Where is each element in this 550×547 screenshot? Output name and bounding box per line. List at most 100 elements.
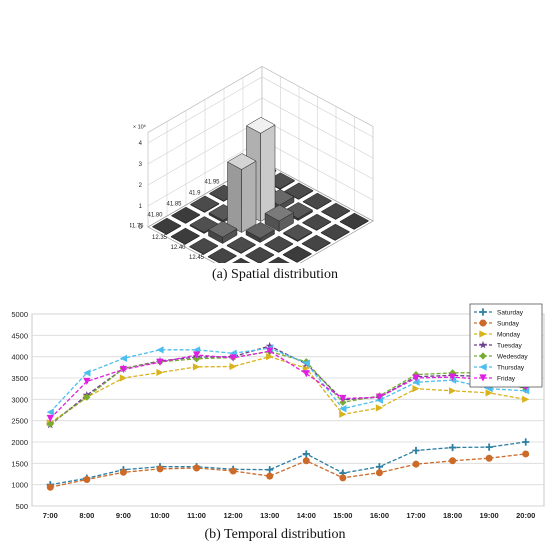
marker <box>83 476 91 484</box>
y-tick-label: 4500 <box>11 331 28 340</box>
marker <box>156 358 164 366</box>
marker <box>193 464 201 472</box>
lat-tick-label: 41.95 <box>204 180 220 186</box>
bar-cell <box>282 245 313 263</box>
marker <box>83 377 91 386</box>
marker <box>156 368 164 377</box>
z-tick-label: 1 <box>139 204 143 210</box>
z-tick-label: 0 <box>139 225 143 231</box>
bar-cell <box>282 224 313 242</box>
marker <box>479 308 487 316</box>
y-tick-label: 1500 <box>11 459 28 468</box>
marker <box>412 385 420 393</box>
legend-label: Monday <box>497 332 521 339</box>
x-tick-label: 13:00 <box>260 511 279 520</box>
lon-tick-label: 12.45 <box>189 255 205 261</box>
marker <box>479 330 487 338</box>
marker <box>479 363 487 371</box>
marker <box>119 374 128 382</box>
marker <box>266 472 274 480</box>
marker <box>448 369 457 377</box>
bar-cell <box>226 236 257 254</box>
bar-top <box>283 182 314 200</box>
marker <box>192 351 201 359</box>
x-tick-label: 11:00 <box>187 511 206 520</box>
bar-top <box>170 206 201 224</box>
marker <box>339 394 347 403</box>
marker <box>46 408 54 416</box>
marker <box>192 363 201 371</box>
bar-top <box>302 192 333 210</box>
bar-top <box>188 237 219 255</box>
x-tick-label: 19:00 <box>480 511 499 520</box>
marker <box>229 467 237 475</box>
bar-top <box>245 117 276 134</box>
marker <box>229 362 237 371</box>
marker <box>302 450 310 458</box>
y-tick-label: 3500 <box>11 374 28 383</box>
marker <box>46 483 54 491</box>
bar-top <box>189 216 220 233</box>
marker <box>266 466 274 474</box>
marker <box>522 450 530 458</box>
marker <box>448 443 457 452</box>
legend-label: Saturday <box>497 310 524 317</box>
x-tick-label: 15:00 <box>333 511 352 520</box>
bar-cell <box>301 213 332 231</box>
marker <box>265 341 274 350</box>
marker <box>266 353 274 361</box>
lat-tick-label: 41.9 <box>189 191 201 197</box>
bar-cell <box>188 237 219 255</box>
bar-top <box>207 220 238 238</box>
series-line <box>50 441 526 486</box>
marker <box>412 374 420 382</box>
marker <box>156 346 164 354</box>
marker <box>479 319 487 327</box>
marker <box>302 359 310 367</box>
x-tick-label: 17:00 <box>406 511 425 520</box>
marker <box>119 468 127 476</box>
marker <box>339 398 347 406</box>
series-line <box>49 350 526 419</box>
marker <box>412 460 420 468</box>
x-tick-label: 20:00 <box>516 511 535 520</box>
marker <box>479 352 487 360</box>
y-tick-label: 2500 <box>11 417 28 426</box>
bar-cell <box>320 202 351 220</box>
series-sunday <box>46 450 530 491</box>
marker <box>375 463 384 471</box>
marker <box>485 443 493 451</box>
legend-label: Thursday <box>497 365 525 372</box>
legend-label: Friday <box>497 376 516 383</box>
bar-top <box>339 212 370 230</box>
marker <box>485 454 493 462</box>
z-tick-label: 2 <box>139 183 143 189</box>
bar-cell <box>339 212 370 230</box>
bar-cell <box>226 153 257 233</box>
bar-top <box>282 224 313 241</box>
bar-cell <box>301 234 332 252</box>
bar-face <box>260 124 276 222</box>
marker <box>119 354 128 362</box>
marker <box>266 347 274 355</box>
bar-cell <box>189 195 220 213</box>
lon-tick-label: 12.40 <box>171 245 187 251</box>
y-tick-label: 5000 <box>11 310 28 319</box>
bar-top <box>226 236 257 254</box>
x-tick-label: 7:00 <box>43 511 58 520</box>
bar-cell <box>207 220 238 244</box>
lat-tick-label: 41.75 <box>130 224 144 230</box>
legend-label: Wedesday <box>497 354 528 361</box>
x-tick-label: 18:00 <box>443 511 462 520</box>
bar-top <box>189 195 220 213</box>
bar-top <box>207 247 238 265</box>
marker <box>485 389 493 397</box>
marker <box>412 378 420 386</box>
marker <box>83 369 91 377</box>
bar-top <box>226 153 257 170</box>
bar-top <box>263 235 294 253</box>
y-tick-label: 500 <box>15 502 28 511</box>
